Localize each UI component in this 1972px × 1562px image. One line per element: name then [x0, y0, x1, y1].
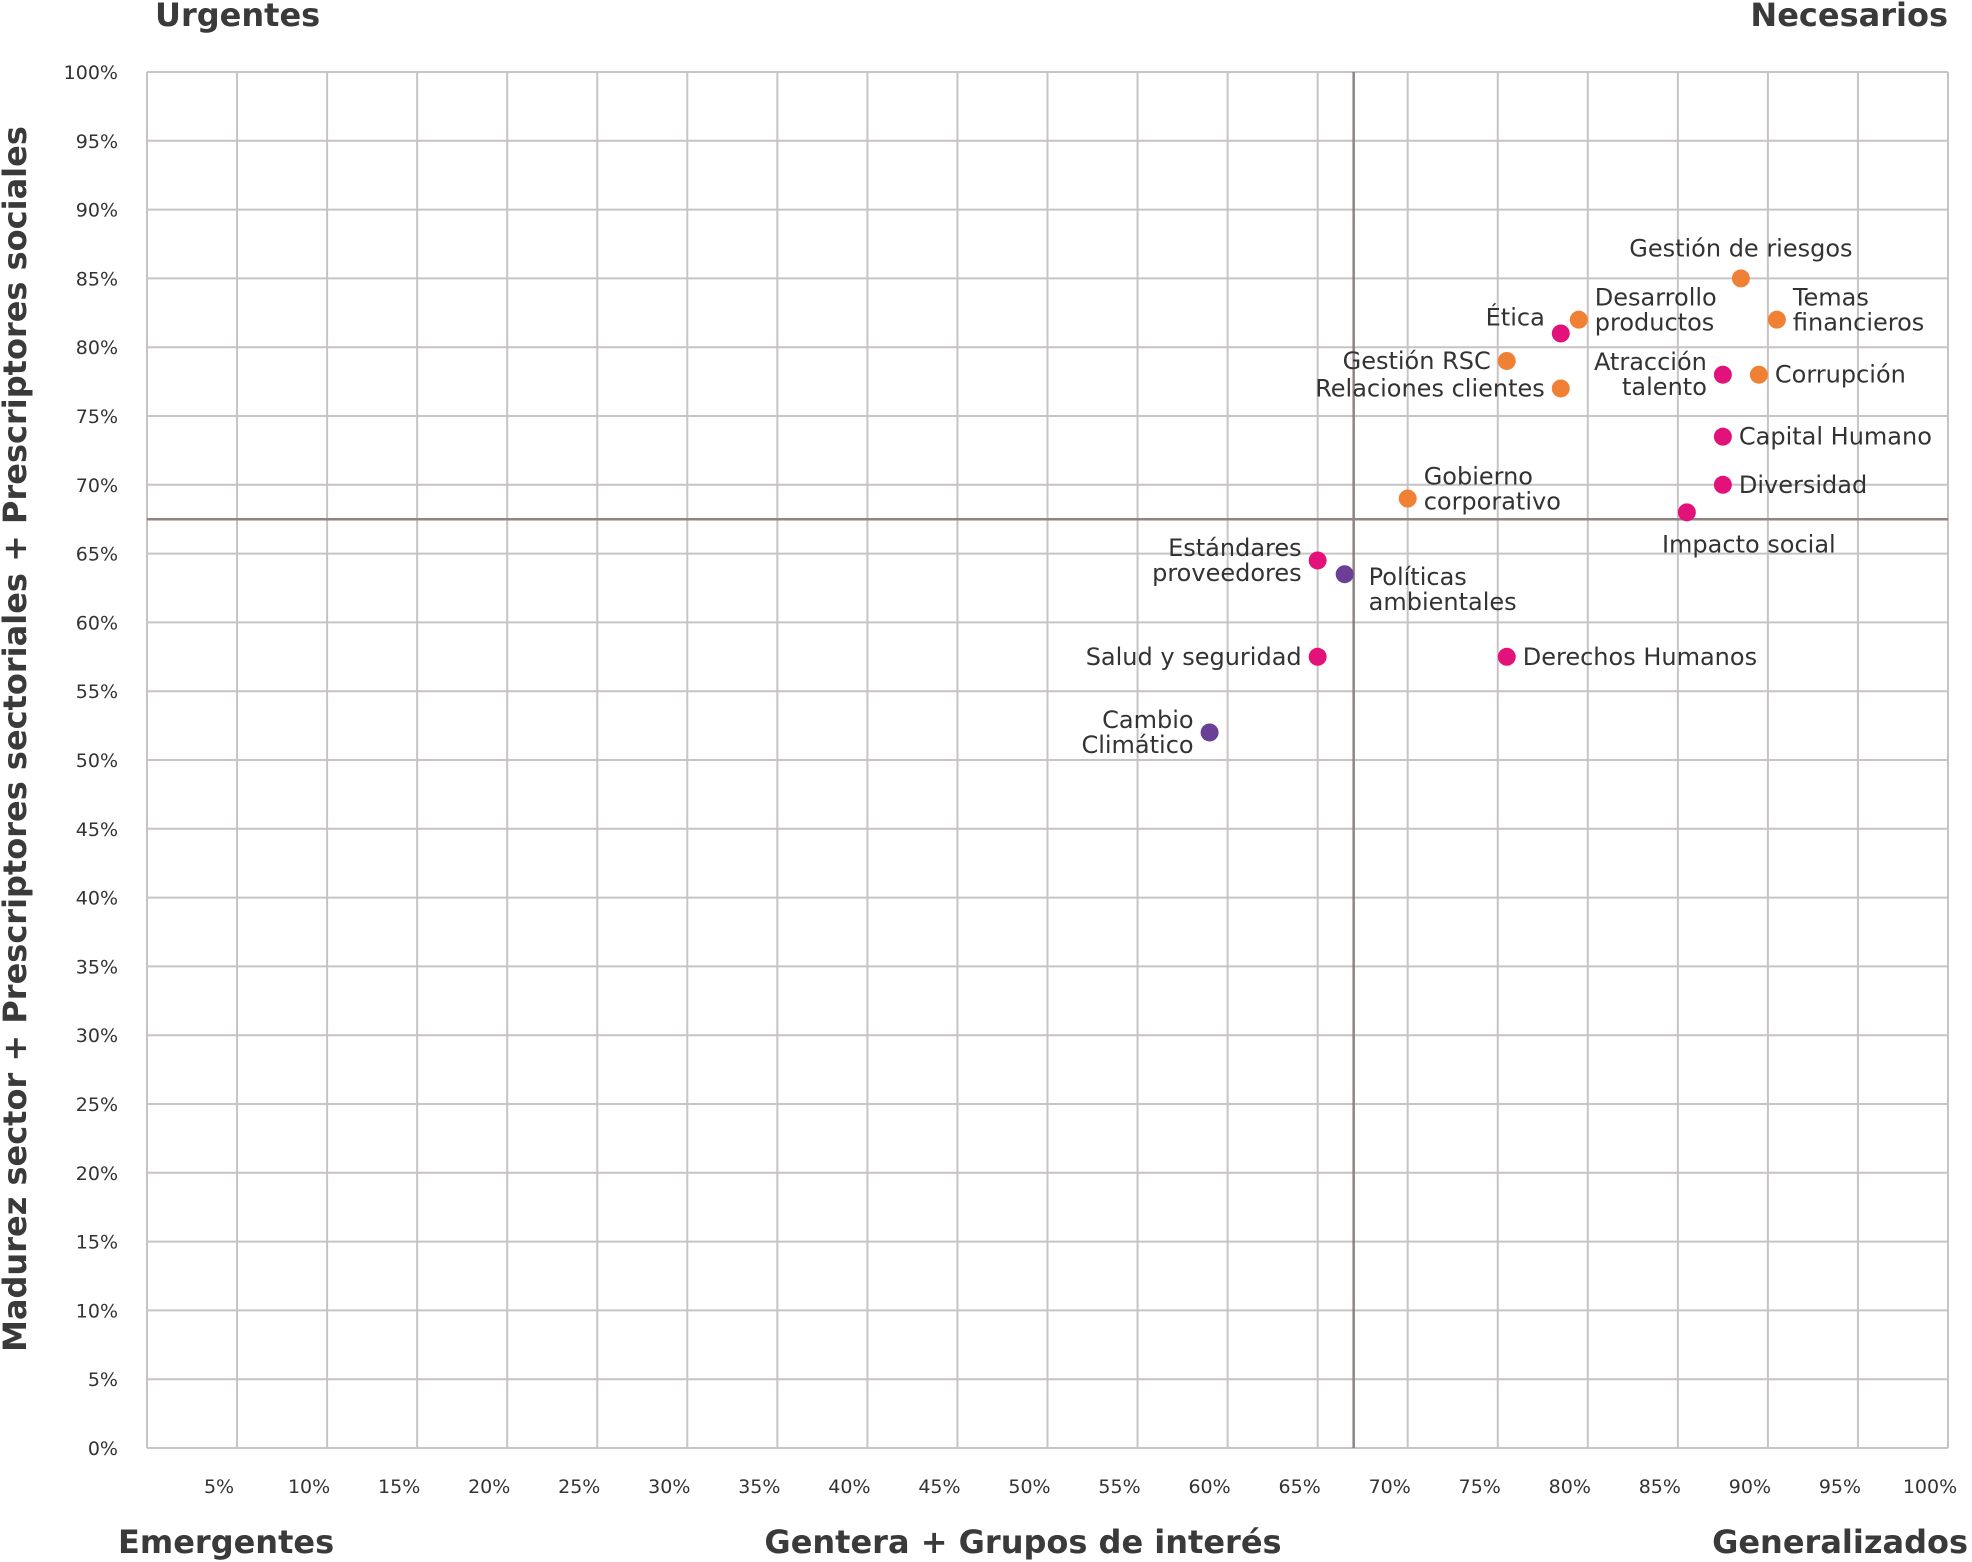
x-tick-label: 40% — [828, 1476, 870, 1498]
quadrant-label-generalizados: Generalizados — [1712, 1523, 1968, 1561]
y-tick-label: 55% — [76, 681, 118, 703]
label-gestion-rsc: Gestión RSC — [1343, 347, 1491, 375]
data-labels: Gestión de riesgos Temas financieros Desarr… — [1081, 234, 1931, 759]
y-tick-label: 0% — [88, 1438, 118, 1460]
y-tick-label: 95% — [76, 131, 118, 153]
x-tick-label: 45% — [918, 1476, 960, 1498]
label-derechos-humanos: Derechos Humanos — [1523, 643, 1757, 671]
quadrant-label-necesarios: Necesarios — [1750, 0, 1948, 34]
y-tick-label: 65% — [76, 544, 118, 566]
quadrant-label-emergentes: Emergentes — [118, 1523, 334, 1561]
data-points — [1200, 269, 1786, 742]
x-tick-label: 35% — [738, 1476, 780, 1498]
point-corrupcion — [1749, 365, 1768, 384]
y-tick-label: 25% — [76, 1094, 118, 1116]
label-etica: Ética — [1486, 302, 1545, 331]
point-etica — [1551, 324, 1570, 343]
y-tick-label: 35% — [76, 956, 118, 978]
label-atraccion-talento: Atracción talento — [1594, 348, 1707, 401]
point-cambio-climatico — [1200, 723, 1219, 742]
x-tick-label: 25% — [558, 1476, 600, 1498]
x-tick-label: 55% — [1098, 1476, 1140, 1498]
label-capital-humano: Capital Humano — [1739, 423, 1932, 451]
x-tick-label: 50% — [1008, 1476, 1050, 1498]
x-tick-label: 10% — [288, 1476, 330, 1498]
point-derechos-humanos — [1497, 647, 1516, 666]
point-estandares-proveedores — [1308, 551, 1327, 570]
label-relaciones-clientes: Relaciones clientes — [1315, 374, 1545, 402]
y-tick-label: 75% — [76, 406, 118, 428]
point-gestion-de-riesgos — [1731, 269, 1750, 288]
grid — [146, 71, 1949, 1449]
x-axis-title: Gentera + Grupos de interés — [764, 1523, 1281, 1561]
tick-labels: 5% 10% 15% 20% 25% 30% 35% 40% 45% 50% 55% 60% 65% 70… — [64, 62, 1957, 1498]
label-salud-y-seguridad: Salud y seguridad — [1086, 643, 1302, 671]
point-capital-humano — [1713, 427, 1732, 446]
x-tick-label: 5% — [204, 1476, 234, 1498]
label-politicas-ambientales: Políticas ambientales — [1369, 563, 1517, 616]
label-temas-financieros: Temas financieros — [1792, 284, 1924, 337]
y-tick-label: 85% — [76, 268, 118, 290]
label-diversidad: Diversidad — [1739, 471, 1867, 499]
label-gobierno-corporativo: Gobierno corporativo — [1424, 463, 1561, 516]
y-tick-label: 10% — [76, 1300, 118, 1322]
point-gestion-rsc — [1497, 351, 1516, 370]
x-tick-label: 20% — [468, 1476, 510, 1498]
point-temas-financieros — [1767, 310, 1786, 329]
point-gobierno-corporativo — [1398, 489, 1417, 508]
label-gestion-de-riesgos: Gestión de riesgos — [1629, 234, 1852, 262]
label-estandares-proveedores: Estándares proveedores — [1152, 534, 1302, 587]
label-impacto-social: Impacto social — [1662, 530, 1836, 558]
x-tick-label: 65% — [1279, 1476, 1321, 1498]
label-corrupcion: Corrupción — [1775, 361, 1906, 389]
point-relaciones-clientes — [1551, 379, 1570, 398]
point-atraccion-talento — [1713, 365, 1732, 384]
x-tick-label: 85% — [1639, 1476, 1681, 1498]
x-tick-label: 100% — [1903, 1476, 1957, 1498]
y-tick-label: 5% — [88, 1369, 118, 1391]
point-politicas-ambientales — [1335, 565, 1354, 584]
y-tick-label: 30% — [76, 1025, 118, 1047]
quadrant-label-urgentes: Urgentes — [155, 0, 320, 34]
point-impacto-social — [1677, 503, 1696, 522]
y-tick-label: 40% — [76, 888, 118, 910]
x-tick-label: 95% — [1819, 1476, 1861, 1498]
y-tick-label: 45% — [76, 819, 118, 841]
x-tick-label: 75% — [1459, 1476, 1501, 1498]
x-tick-label: 15% — [378, 1476, 420, 1498]
point-desarrollo-productos — [1569, 310, 1588, 329]
y-tick-label: 15% — [76, 1232, 118, 1254]
label-cambio-climatico: Cambio Climático — [1081, 706, 1193, 759]
x-tick-label: 70% — [1369, 1476, 1411, 1498]
quadrant-dividers — [147, 72, 1948, 1448]
x-tick-label: 30% — [648, 1476, 690, 1498]
x-tick-label: 80% — [1549, 1476, 1591, 1498]
y-tick-label: 100% — [64, 62, 118, 84]
y-tick-label: 50% — [76, 750, 118, 772]
y-tick-label: 70% — [76, 475, 118, 497]
y-tick-label: 80% — [76, 337, 118, 359]
x-tick-label: 60% — [1188, 1476, 1230, 1498]
x-tick-label: 90% — [1729, 1476, 1771, 1498]
y-tick-label: 20% — [76, 1163, 118, 1185]
y-axis-title: Madurez sector + Prescriptores sectorial… — [0, 126, 34, 1352]
y-tick-label: 60% — [76, 612, 118, 634]
label-desarrollo-productos: Desarrollo productos — [1595, 284, 1717, 337]
y-tick-label: 90% — [76, 200, 118, 222]
point-diversidad — [1713, 475, 1732, 494]
point-salud-y-seguridad — [1308, 647, 1327, 666]
